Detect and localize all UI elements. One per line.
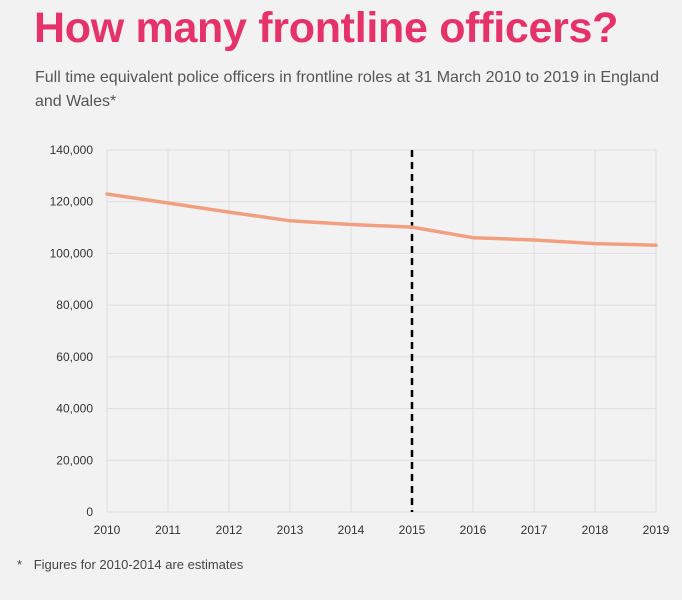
y-tick-label: 120,000 (50, 195, 94, 209)
x-tick-label: 2011 (155, 523, 181, 537)
x-tick-label: 2012 (216, 523, 243, 537)
footnote-text: Figures for 2010-2014 are estimates (33, 557, 244, 572)
chart-subtitle: Full time equivalent police officers in … (35, 69, 660, 110)
y-tick-label: 100,000 (50, 246, 94, 260)
y-tick-label: 60,000 (56, 350, 93, 364)
y-tick-label: 40,000 (56, 402, 93, 416)
x-tick-label: 2017 (521, 523, 548, 537)
x-tick-label: 2010 (94, 523, 121, 537)
x-tick-label: 2016 (460, 523, 487, 537)
x-tick-label: 2019 (643, 523, 670, 537)
footnote: * Figures for 2010-2014 are estimates (17, 557, 243, 572)
y-tick-label: 0 (86, 505, 93, 519)
y-tick-label: 20,000 (56, 453, 93, 467)
x-tick-label: 2014 (338, 523, 365, 537)
chart-title: How many frontline officers? (34, 4, 619, 52)
x-tick-label: 2015 (399, 523, 426, 537)
x-tick-label: 2018 (582, 523, 609, 537)
y-tick-label: 80,000 (56, 298, 93, 312)
x-tick-label: 2013 (277, 523, 304, 537)
y-tick-label: 140,000 (50, 143, 94, 157)
footnote-marker: * (17, 557, 23, 572)
series-line (105, 192, 658, 247)
